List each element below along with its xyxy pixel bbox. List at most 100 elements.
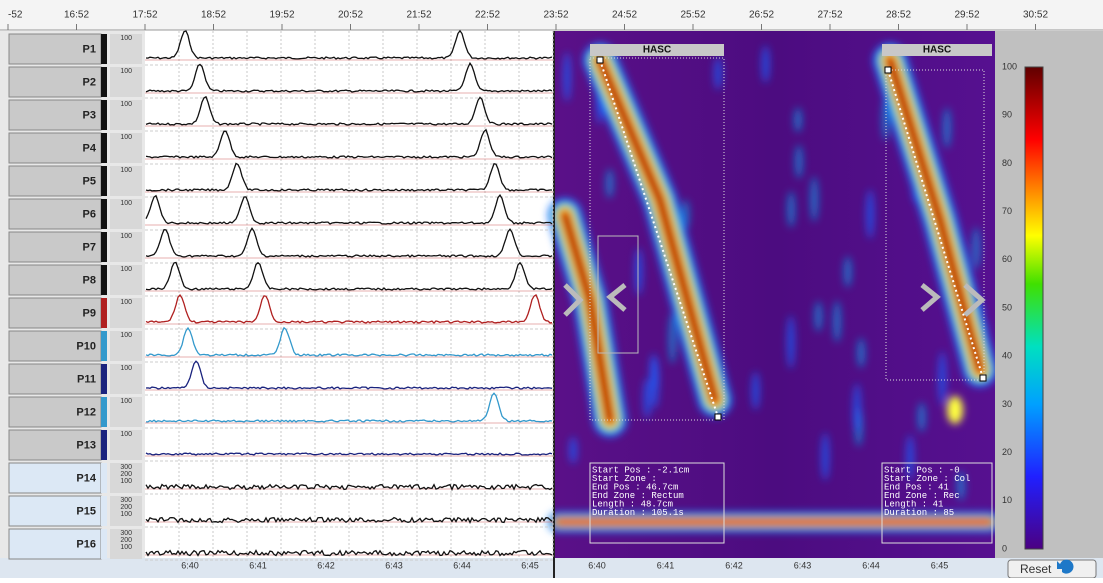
- channel-label[interactable]: P8: [83, 274, 96, 286]
- channel-button[interactable]: [8, 330, 102, 362]
- channel-button[interactable]: [8, 363, 102, 395]
- scale-label: 100: [120, 511, 132, 518]
- channel-button[interactable]: [8, 99, 102, 131]
- channel-button[interactable]: [8, 264, 102, 296]
- event-header: [882, 44, 992, 56]
- time-label: 6:41: [249, 560, 267, 570]
- colorbar-label: 100: [1002, 61, 1017, 71]
- scale-strip: [110, 166, 142, 196]
- scale-label: 300: [120, 497, 132, 504]
- event-handle[interactable]: [979, 374, 987, 382]
- channel-button[interactable]: [8, 462, 102, 494]
- heat-blob: [643, 378, 652, 419]
- channel-button[interactable]: [8, 429, 102, 461]
- channel-button[interactable]: [8, 297, 102, 329]
- channel-label[interactable]: P3: [83, 109, 96, 121]
- scale-strip: [110, 199, 142, 229]
- nav-arrow[interactable]: [920, 283, 941, 312]
- channel-button[interactable]: [8, 396, 102, 428]
- heat-blob: [857, 338, 866, 368]
- event-handle[interactable]: [714, 413, 722, 421]
- ruler-label: 29:52: [954, 10, 979, 21]
- ruler-label: 17:52: [132, 10, 157, 21]
- heat-blob: [810, 176, 819, 222]
- heat-blob: [634, 248, 643, 296]
- colorbar-label: 10: [1002, 495, 1012, 505]
- channel-label[interactable]: P11: [77, 373, 96, 385]
- ruler-label: 23:52: [543, 10, 568, 21]
- event-detail: End Pos : 46.7cm: [592, 482, 678, 492]
- event-handle[interactable]: [884, 66, 892, 74]
- channel-button[interactable]: [8, 198, 102, 230]
- time-label: 6:44: [453, 560, 471, 570]
- time-label: 6:44: [862, 560, 880, 570]
- channel-label[interactable]: P2: [83, 76, 96, 88]
- channel-label[interactable]: P10: [76, 340, 96, 352]
- heat-blob: [563, 52, 572, 102]
- heat-blob: [917, 402, 926, 432]
- heat-blob: [906, 434, 915, 480]
- reset-label[interactable]: Reset: [1020, 562, 1052, 576]
- scale-label: 100: [120, 365, 132, 372]
- event-box: [885, 69, 985, 381]
- event-title: HASC: [643, 45, 671, 56]
- event-detail: Start Pos : -0: [884, 465, 960, 475]
- colorbar: [1024, 66, 1044, 550]
- channel-button[interactable]: [8, 528, 102, 560]
- nav-arrow[interactable]: [563, 283, 584, 317]
- event-info-box: [881, 462, 993, 544]
- channel-label[interactable]: P9: [83, 307, 96, 319]
- ruler-label: 16:52: [64, 10, 89, 21]
- channel-label[interactable]: P7: [83, 241, 96, 253]
- channel-button[interactable]: [8, 33, 102, 65]
- scale-label: 100: [120, 233, 132, 240]
- channel-button[interactable]: [8, 165, 102, 197]
- reset-button[interactable]: Reset: [1007, 559, 1097, 579]
- channel-label[interactable]: P12: [76, 406, 96, 418]
- event-detail: Duration : 85: [884, 508, 954, 518]
- nav-arrow[interactable]: [606, 283, 627, 312]
- heat-blob: [866, 189, 875, 239]
- channel-label[interactable]: P1: [83, 43, 96, 55]
- channel-label[interactable]: P4: [83, 142, 97, 154]
- event-detail: End Zone : Rec: [884, 491, 960, 501]
- channel-button[interactable]: [8, 495, 102, 527]
- ruler-label: 19:52: [269, 10, 294, 21]
- heat-blob: [972, 227, 981, 270]
- nav-arrow[interactable]: [963, 283, 986, 317]
- channel-button[interactable]: [8, 132, 102, 164]
- pressure-trace: [145, 516, 553, 524]
- channel-color: [101, 100, 107, 130]
- channel-button[interactable]: [8, 66, 102, 98]
- scale-strip: [110, 100, 142, 130]
- pressure-trace: [145, 29, 553, 60]
- heat-blob: [843, 256, 852, 288]
- heat-blob: [751, 371, 760, 410]
- colorbar-label: 40: [1002, 351, 1012, 361]
- ruler-label: 27:52: [817, 10, 842, 21]
- heat-blob: [793, 107, 802, 133]
- scale-label: 100: [120, 299, 132, 306]
- heat-blob: [569, 436, 578, 464]
- event-detail: Start Zone : Col: [884, 474, 970, 484]
- colorbar-label: 0: [1002, 543, 1007, 553]
- channel-color: [101, 364, 107, 394]
- channel-label[interactable]: P6: [83, 208, 96, 220]
- heat-blob: [714, 57, 723, 90]
- scale-strip: [110, 232, 142, 262]
- channel-label[interactable]: P13: [76, 439, 96, 451]
- ruler-label: 24:52: [612, 10, 637, 21]
- channel-label[interactable]: P14: [76, 472, 96, 484]
- time-label: 6:40: [588, 560, 606, 570]
- event-handle[interactable]: [596, 56, 604, 64]
- channel-label[interactable]: P5: [83, 175, 96, 187]
- channel-button[interactable]: [8, 231, 102, 263]
- heat-blob: [761, 45, 770, 83]
- heat-blob: [794, 144, 803, 179]
- scale-label: 100: [120, 431, 132, 438]
- colorbar-label: 30: [1002, 399, 1012, 409]
- heat-blob: [651, 356, 660, 409]
- channel-label[interactable]: P16: [76, 538, 96, 550]
- channel-label[interactable]: P15: [76, 505, 96, 517]
